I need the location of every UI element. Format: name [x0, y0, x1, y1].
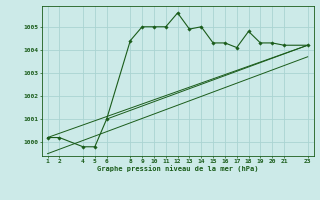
X-axis label: Graphe pression niveau de la mer (hPa): Graphe pression niveau de la mer (hPa) [97, 165, 258, 172]
